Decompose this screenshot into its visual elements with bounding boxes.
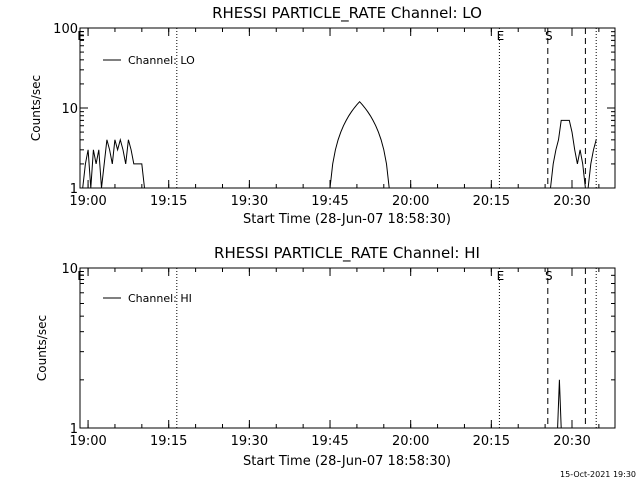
event-marker-label: S	[545, 29, 553, 43]
x-tick-label: 19:30	[231, 194, 268, 209]
x-axis-label: Start Time (28-Jun-07 18:58:30)	[243, 454, 451, 469]
event-marker-label: E	[497, 29, 505, 43]
event-marker-label: E	[497, 269, 505, 283]
axis-ticks: 19:00 19:15 19:30 19:45 20:00 20:15 20:30 1 10	[61, 262, 615, 449]
plot-frame	[79, 27, 616, 189]
y-axis-label: Counts/sec	[35, 315, 49, 381]
series-layer	[557, 379, 562, 429]
legend: Channel: HI	[103, 292, 192, 305]
panel-title: RHESSI PARTICLE_RATE Channel: LO	[212, 4, 482, 23]
y-tick-label: 10	[61, 102, 78, 117]
x-tick-label: 19:30	[231, 434, 268, 449]
y-tick-label: 10	[61, 262, 78, 277]
x-tick-label: 20:15	[473, 434, 510, 449]
x-axis-label: Start Time (28-Jun-07 18:58:30)	[243, 212, 451, 227]
y-tick-label: 1	[70, 422, 78, 437]
x-tick-label: 19:45	[311, 434, 348, 449]
generation-timestamp: 15-Oct-2021 19:30	[560, 470, 636, 479]
panel-hi: RHESSI PARTICLE_RATE Channel: HI E E S 19:…	[35, 244, 616, 469]
x-tick-label: 20:30	[553, 194, 590, 209]
event-marker-label: E	[77, 269, 85, 283]
series-line	[557, 379, 562, 429]
series-line	[80, 100, 597, 189]
legend-label: Channel: HI	[128, 292, 192, 305]
y-axis-label: Counts/sec	[29, 75, 43, 141]
x-tick-label: 19:00	[69, 194, 106, 209]
legend-label: Channel: LO	[128, 54, 195, 67]
legend: Channel: LO	[103, 54, 195, 67]
x-tick-label: 19:45	[311, 194, 348, 209]
y-tick-label: 1	[70, 182, 78, 197]
event-marker-label: S	[545, 269, 553, 283]
plot-frame	[79, 267, 616, 429]
x-tick-label: 19:15	[150, 194, 187, 209]
x-tick-label: 20:00	[392, 434, 429, 449]
axis-ticks: 19:00 19:15 19:30 19:45 20:00 20:15 20:30 1 10 10…	[53, 22, 615, 209]
x-tick-label: 19:00	[69, 434, 106, 449]
x-tick-label: 20:00	[392, 194, 429, 209]
y-tick-label: 100	[53, 22, 78, 37]
x-tick-label: 20:30	[553, 434, 590, 449]
x-tick-label: 19:15	[150, 434, 187, 449]
x-tick-label: 20:15	[473, 194, 510, 209]
series-layer	[80, 100, 597, 189]
panel-title: RHESSI PARTICLE_RATE Channel: HI	[214, 244, 480, 263]
